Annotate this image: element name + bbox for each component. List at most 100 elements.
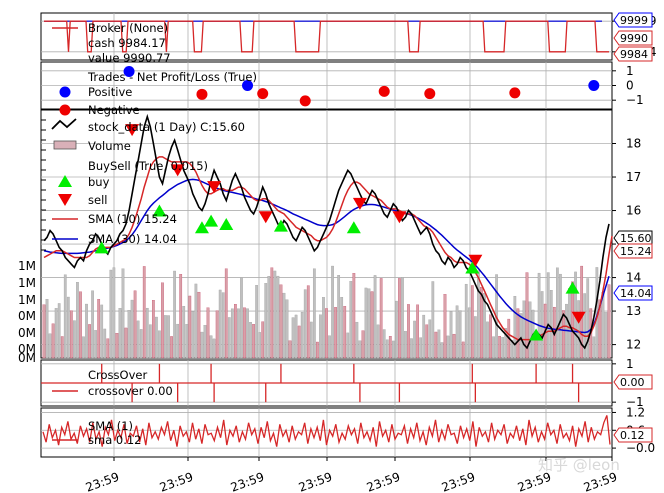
volume-bar bbox=[300, 311, 304, 359]
legend-broker-cash: cash 9984.17 bbox=[88, 36, 166, 50]
broker-badge-2 bbox=[613, 46, 653, 62]
sell-marker-0 bbox=[125, 124, 140, 137]
volume-bar bbox=[63, 274, 67, 359]
legend-sma1-title: SMA (1) bbox=[88, 419, 133, 433]
volume-bar bbox=[100, 304, 104, 359]
volume-bar bbox=[486, 321, 489, 359]
volume-bar bbox=[170, 336, 173, 359]
x-tick-label-0: 23:59 bbox=[84, 470, 121, 493]
sma1-ytick-label-0: 1.2 bbox=[626, 405, 645, 419]
volume-bar bbox=[340, 297, 344, 359]
volume-bar bbox=[264, 283, 268, 359]
volume-bar bbox=[592, 336, 596, 359]
volume-bar bbox=[145, 307, 149, 359]
volume-bar bbox=[480, 287, 483, 359]
volume-tick-label-1: 1M bbox=[18, 276, 36, 290]
volume-bar bbox=[234, 304, 237, 359]
volume-bar bbox=[325, 308, 328, 359]
buy-marker-8 bbox=[529, 328, 544, 341]
volume-bar bbox=[422, 314, 426, 359]
volume-bar bbox=[249, 322, 252, 359]
volume-bar bbox=[270, 267, 274, 359]
volume-tick-label-0: 1M bbox=[18, 259, 36, 273]
sma10-line bbox=[43, 156, 613, 341]
volume-tick-label-6: 0M bbox=[18, 351, 36, 365]
volume-bar bbox=[306, 285, 310, 359]
volume-bar bbox=[139, 329, 143, 359]
volume-bar bbox=[258, 332, 262, 359]
crossover-ytick-label-1: −1 bbox=[626, 395, 644, 409]
legend-positive-swatch bbox=[59, 86, 71, 98]
price-ytick-label-4: 14 bbox=[626, 271, 641, 285]
crossover-ytick-label-0: 1 bbox=[626, 357, 634, 371]
volume-bar bbox=[483, 293, 486, 359]
trade-positive-marker-0 bbox=[123, 66, 135, 78]
legend-crossover-label: crossover 0.00 bbox=[88, 384, 173, 398]
volume-bar bbox=[151, 300, 155, 359]
volume-bar bbox=[370, 291, 374, 359]
trade-negative-marker-1 bbox=[257, 88, 269, 100]
price-ytick-label-0: 18 bbox=[626, 137, 641, 151]
volume-bar bbox=[88, 324, 91, 359]
volume-bar bbox=[492, 336, 495, 359]
price-ytick-label-5: 13 bbox=[626, 304, 641, 318]
volume-bar bbox=[115, 333, 119, 359]
x-tick-label-4: 23:59 bbox=[365, 470, 402, 493]
volume-bar bbox=[522, 300, 526, 359]
volume-bar bbox=[246, 308, 249, 359]
trade-positive-marker-2 bbox=[588, 80, 600, 91]
volume-bar bbox=[215, 310, 219, 359]
series-layer bbox=[41, 20, 613, 447]
volume-bar bbox=[191, 311, 195, 359]
volume-bar bbox=[48, 333, 52, 359]
broker-cash-line bbox=[44, 20, 609, 53]
price-ytick-label-6: 12 bbox=[626, 338, 641, 352]
legend-close-label: stock_data (1 Day) C:15.60 bbox=[88, 120, 245, 134]
buy-marker-9 bbox=[565, 281, 580, 294]
volume-bar bbox=[127, 310, 131, 359]
volume-bar bbox=[54, 308, 58, 359]
volume-bar bbox=[252, 324, 255, 359]
volume-bar bbox=[66, 296, 70, 359]
legend-volume-label: Volume bbox=[88, 139, 131, 153]
volume-bar bbox=[367, 288, 371, 359]
volume-bar bbox=[349, 281, 353, 359]
volume-bar bbox=[164, 315, 167, 359]
volume-bar bbox=[179, 274, 183, 359]
volume-bar bbox=[443, 294, 447, 359]
volume-bar bbox=[470, 285, 474, 359]
buy-marker-4 bbox=[219, 217, 234, 230]
volume-bar bbox=[337, 275, 341, 359]
legend-close-swatch bbox=[51, 118, 77, 130]
sma1-badge-label: 0.12 bbox=[620, 429, 645, 442]
volume-bar bbox=[57, 303, 61, 359]
volume-bar bbox=[395, 300, 398, 359]
price-badge-sma10-label: 15.24 bbox=[620, 245, 652, 258]
volume-bar bbox=[197, 291, 201, 359]
volume-bar bbox=[376, 324, 380, 359]
legend-buysell: BuySell (True, 0.015) bbox=[88, 159, 208, 173]
volume-bar bbox=[282, 292, 286, 359]
legend-crossover-title: CrossOver bbox=[88, 368, 147, 382]
volume-bar bbox=[452, 333, 456, 359]
legend-buy-swatch bbox=[58, 175, 72, 187]
volume-bar bbox=[407, 304, 410, 359]
volume-bar bbox=[230, 308, 234, 359]
volume-bar bbox=[91, 290, 94, 359]
volume-bar bbox=[559, 273, 562, 359]
buy-marker-3 bbox=[204, 214, 219, 227]
volume-bar bbox=[45, 299, 49, 359]
volume-bar bbox=[331, 265, 334, 359]
sma1-ytick-label-2: −0.0 bbox=[626, 441, 655, 455]
volume-bar bbox=[221, 292, 225, 359]
volume-bar bbox=[218, 289, 222, 359]
volume-bar bbox=[130, 299, 134, 359]
volume-bar bbox=[516, 308, 520, 359]
buy-marker-5 bbox=[273, 219, 288, 232]
sma1-badge bbox=[613, 427, 653, 443]
volume-bar bbox=[556, 267, 559, 359]
sma1-line bbox=[42, 415, 611, 447]
volume-bar bbox=[167, 315, 170, 359]
volume-bar bbox=[382, 329, 386, 359]
